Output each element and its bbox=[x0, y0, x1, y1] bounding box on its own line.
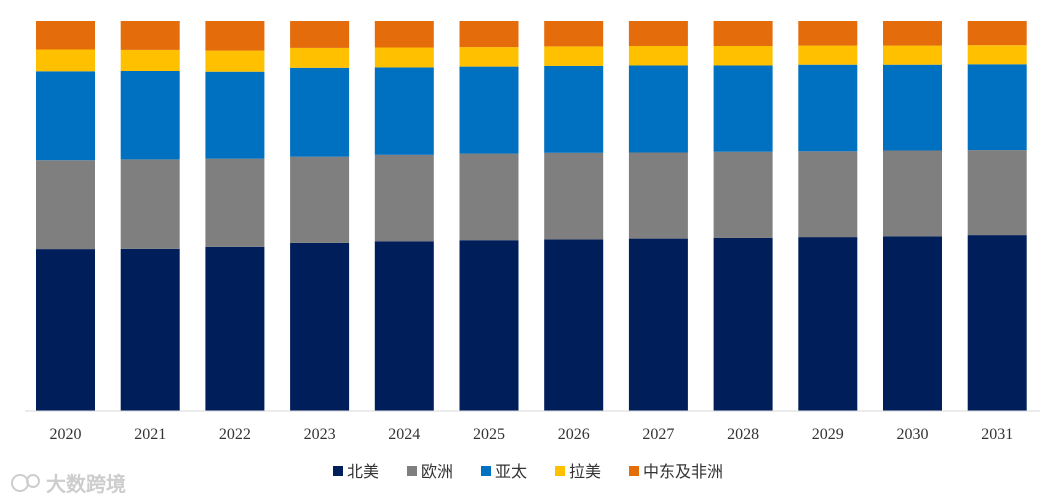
bar-segment-2029-series-1 bbox=[798, 151, 858, 238]
bar-segment-2027-series-2 bbox=[628, 65, 688, 153]
x-tick-label-2030: 2030 bbox=[897, 426, 929, 443]
bar-segment-2027-series-0 bbox=[628, 238, 688, 411]
bar-segment-2030-series-1 bbox=[883, 150, 942, 237]
bar-segment-2020-series-1 bbox=[36, 160, 95, 250]
legend-label-series-1: 欧洲 bbox=[421, 462, 453, 481]
x-tick-label-2022: 2022 bbox=[219, 426, 251, 443]
watermark-logo-icon bbox=[11, 474, 29, 492]
bar-segment-2020-series-3 bbox=[36, 49, 95, 72]
bar-segment-2025-series-0 bbox=[459, 240, 519, 411]
legend-label-series-0: 北美 bbox=[347, 462, 379, 481]
x-tick-label-2021: 2021 bbox=[134, 426, 166, 443]
bar-segment-2024-series-4 bbox=[374, 21, 434, 48]
x-tick-label-2026: 2026 bbox=[558, 426, 590, 443]
bar-segment-2024-series-3 bbox=[374, 47, 434, 68]
bar-segment-2028-series-1 bbox=[713, 151, 773, 238]
bar-segment-2026-series-4 bbox=[544, 21, 604, 47]
bar-segment-2021-series-2 bbox=[120, 70, 180, 160]
legend-swatch-series-2 bbox=[481, 466, 491, 476]
watermark-logo-icon bbox=[26, 474, 40, 488]
bar-segment-2029-series-3 bbox=[798, 45, 858, 65]
x-tick-label-2025: 2025 bbox=[473, 426, 505, 443]
x-tick-label-2027: 2027 bbox=[642, 426, 674, 443]
bar-segment-2028-series-4 bbox=[713, 21, 773, 46]
x-tick-label-2029: 2029 bbox=[812, 426, 844, 443]
bar-segment-2028-series-0 bbox=[713, 237, 773, 411]
bar-segment-2021-series-3 bbox=[120, 49, 180, 71]
bar-segment-2023-series-1 bbox=[290, 156, 350, 243]
legend-label-series-4: 中东及非洲 bbox=[643, 462, 723, 481]
x-tick-label-2023: 2023 bbox=[304, 426, 336, 443]
bar-segment-2026-series-0 bbox=[544, 239, 604, 411]
legend: 北美 欧洲 亚太 拉美 中东及非洲 bbox=[333, 462, 723, 481]
x-tick-label-2028: 2028 bbox=[727, 426, 759, 443]
bar-segment-2022-series-1 bbox=[205, 158, 265, 247]
bar-segment-2023-series-2 bbox=[290, 67, 350, 157]
bar-segment-2023-series-0 bbox=[290, 242, 350, 411]
bar-segment-2027-series-4 bbox=[628, 21, 688, 46]
bar-segment-2031-series-4 bbox=[967, 21, 1027, 46]
x-tick-labels: 2020 2021 2022 2023 2024 2025 2026 2027 2028 2029… bbox=[50, 426, 1014, 443]
bar-segment-2030-series-4 bbox=[883, 21, 942, 46]
bar-segment-2031-series-1 bbox=[967, 150, 1027, 236]
bar-segment-2020-series-4 bbox=[36, 21, 95, 50]
x-tick-label-2024: 2024 bbox=[388, 426, 420, 443]
bar-segment-2023-series-4 bbox=[290, 21, 350, 48]
bar-segment-2022-series-4 bbox=[205, 21, 265, 51]
legend-swatch-series-3 bbox=[555, 466, 565, 476]
bar-segment-2025-series-1 bbox=[459, 153, 519, 241]
bar-segment-2024-series-2 bbox=[374, 67, 434, 155]
bar-segment-2025-series-2 bbox=[459, 66, 519, 154]
bar-segment-2026-series-1 bbox=[544, 152, 604, 240]
bar-segment-2031-series-0 bbox=[967, 235, 1027, 411]
watermark: 大数跨境 bbox=[11, 472, 126, 496]
bar-segment-2022-series-0 bbox=[205, 246, 265, 411]
bar-segment-2022-series-3 bbox=[205, 50, 265, 72]
legend-label-series-2: 亚太 bbox=[495, 462, 527, 481]
legend-swatch-series-4 bbox=[629, 466, 639, 476]
bar-segment-2021-series-1 bbox=[120, 159, 180, 249]
bars-group bbox=[36, 21, 1027, 411]
bar-segment-2028-series-2 bbox=[713, 65, 773, 152]
bar-segment-2031-series-2 bbox=[967, 64, 1027, 151]
bar-segment-2026-series-3 bbox=[544, 46, 604, 66]
bar-segment-2023-series-3 bbox=[290, 47, 350, 68]
bar-segment-2022-series-2 bbox=[205, 71, 265, 159]
legend-label-series-3: 拉美 bbox=[569, 462, 601, 481]
bar-segment-2020-series-2 bbox=[36, 71, 95, 161]
legend-swatch-series-1 bbox=[407, 466, 417, 476]
bar-segment-2027-series-1 bbox=[628, 152, 688, 239]
bar-segment-2031-series-3 bbox=[967, 45, 1027, 65]
bar-segment-2029-series-2 bbox=[798, 64, 858, 152]
bar-segment-2028-series-3 bbox=[713, 46, 773, 66]
watermark-text: 大数跨境 bbox=[46, 472, 126, 496]
bar-segment-2025-series-3 bbox=[459, 47, 519, 67]
bar-segment-2030-series-2 bbox=[883, 64, 942, 151]
x-tick-label-2020: 2020 bbox=[50, 426, 82, 443]
bar-segment-2021-series-4 bbox=[120, 21, 180, 50]
bar-segment-2027-series-3 bbox=[628, 46, 688, 66]
x-tick-label-2031: 2031 bbox=[981, 426, 1013, 443]
bar-segment-2025-series-4 bbox=[459, 21, 519, 48]
bar-segment-2030-series-3 bbox=[883, 45, 942, 65]
bar-segment-2026-series-2 bbox=[544, 65, 604, 153]
bar-segment-2021-series-0 bbox=[120, 248, 180, 411]
bar-segment-2030-series-0 bbox=[883, 236, 942, 411]
legend-swatch-series-0 bbox=[333, 466, 343, 476]
bar-segment-2020-series-0 bbox=[36, 249, 95, 411]
bar-segment-2029-series-4 bbox=[798, 21, 858, 46]
bar-segment-2024-series-0 bbox=[374, 241, 434, 411]
bar-segment-2029-series-0 bbox=[798, 237, 858, 411]
bar-segment-2024-series-1 bbox=[374, 154, 434, 242]
